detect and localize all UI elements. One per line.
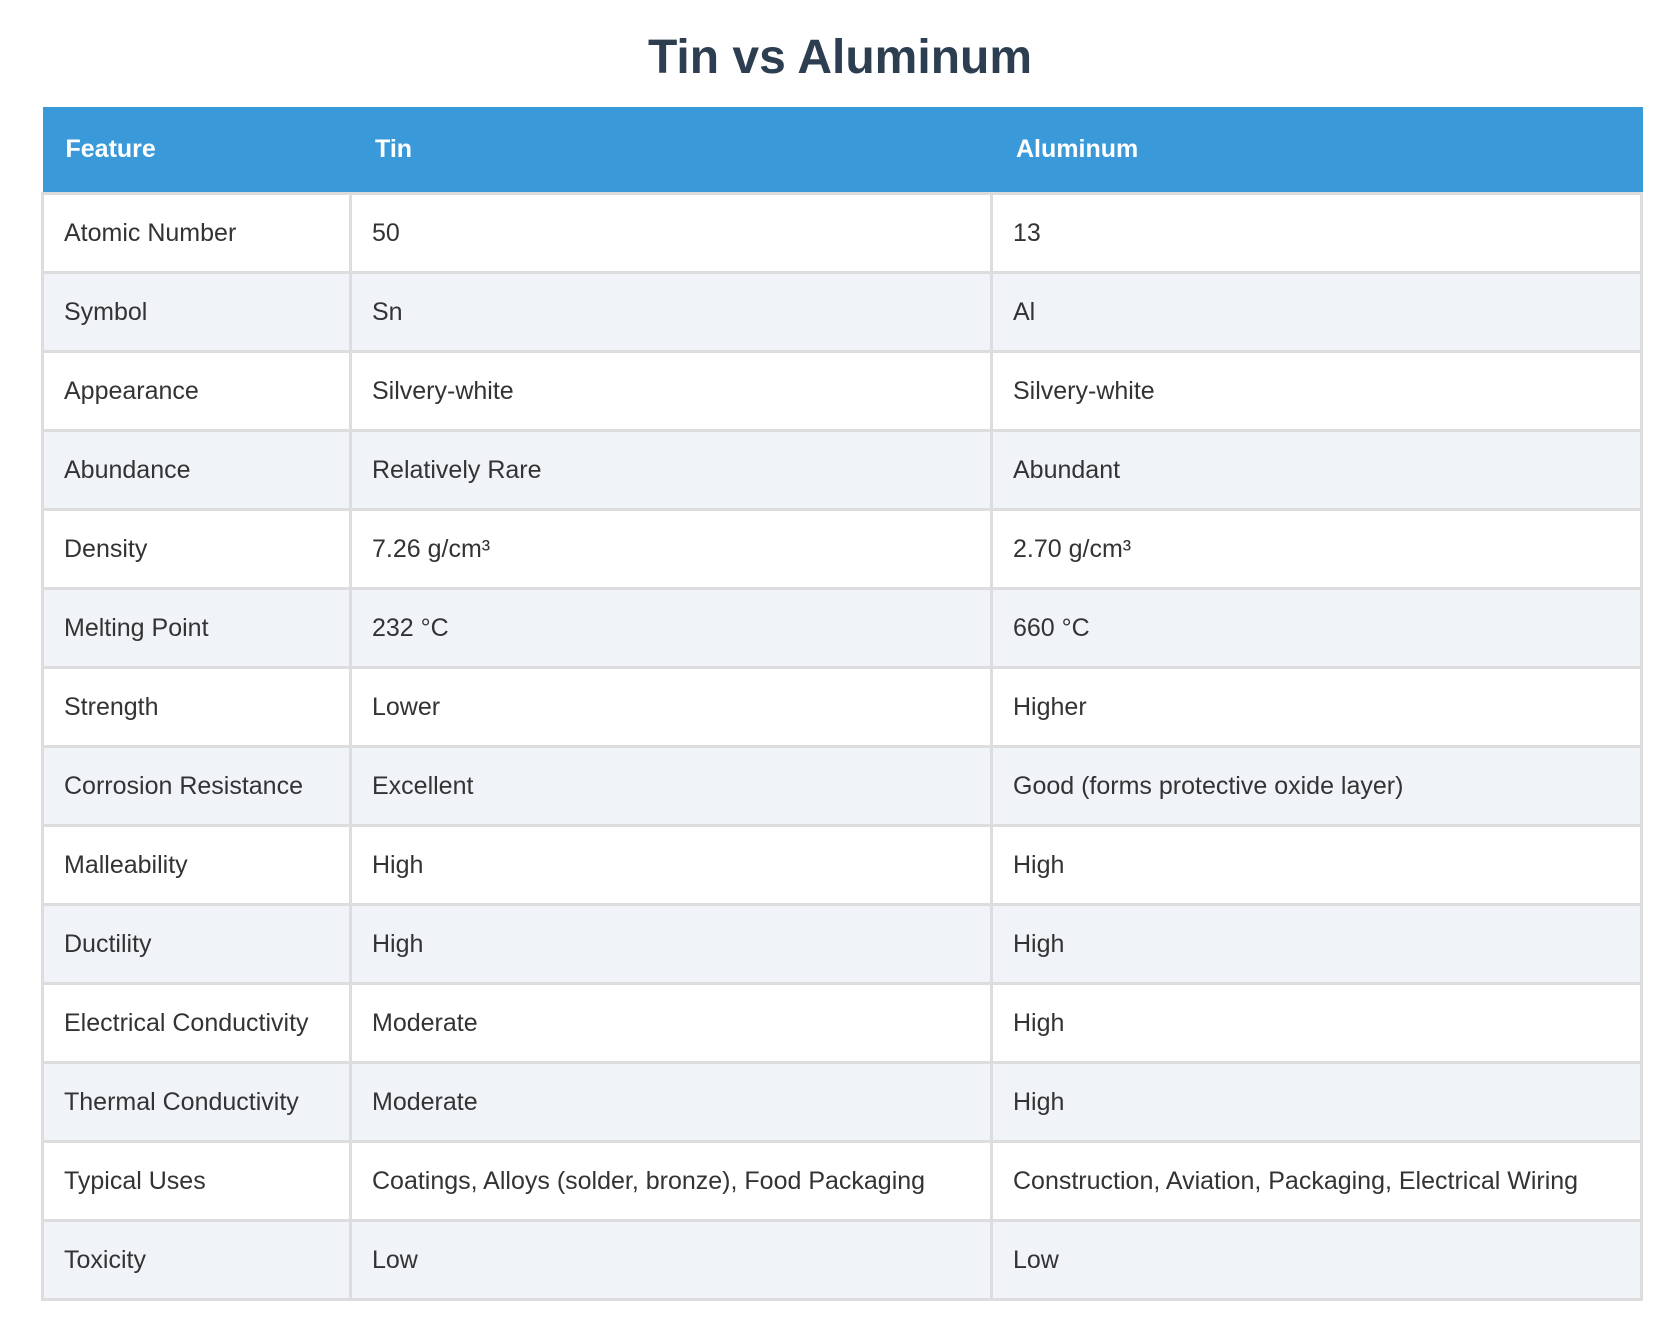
column-header-aluminum: Aluminum	[990, 107, 1643, 195]
table-row: Density 7.26 g/cm³ 2.70 g/cm³	[41, 508, 1643, 590]
feature-cell: Appearance	[41, 350, 352, 432]
feature-cell: Density	[41, 508, 352, 590]
table-row: Atomic Number 50 13	[41, 192, 1643, 274]
feature-cell: Symbol	[41, 271, 352, 353]
table-row: Corrosion Resistance Excellent Good (forms…	[41, 745, 1643, 827]
table-row: Electrical Conductivity Moderate High	[41, 982, 1643, 1064]
table-row: Thermal Conductivity Moderate High	[41, 1061, 1643, 1143]
tin-value-cell: Lower	[349, 666, 993, 748]
feature-cell: Malleability	[41, 824, 352, 906]
aluminum-value-cell: Low	[990, 1219, 1643, 1301]
table-header: Feature Tin Aluminum	[42, 107, 1643, 195]
tin-value-cell: Sn	[349, 271, 993, 353]
aluminum-value-cell: 13	[990, 192, 1643, 274]
feature-cell: Electrical Conductivity	[41, 982, 352, 1064]
feature-cell: Thermal Conductivity	[41, 1061, 352, 1143]
table-body: Atomic Number 50 13 Symbol Sn Al Appearance Sil…	[41, 192, 1643, 1301]
table-row: Abundance Relatively Rare Abundant	[41, 429, 1643, 511]
aluminum-value-cell: High	[990, 1061, 1643, 1143]
tin-value-cell: 50	[349, 192, 993, 274]
header-row: Feature Tin Aluminum	[42, 107, 1643, 195]
aluminum-value-cell: 2.70 g/cm³	[990, 508, 1643, 590]
feature-cell: Abundance	[41, 429, 352, 511]
tin-value-cell: 7.26 g/cm³	[349, 508, 993, 590]
tin-value-cell: Low	[349, 1219, 993, 1301]
column-header-tin: Tin	[349, 107, 993, 195]
tin-value-cell: High	[349, 903, 993, 985]
aluminum-value-cell: High	[990, 982, 1643, 1064]
aluminum-value-cell: High	[990, 824, 1643, 906]
tin-value-cell: Relatively Rare	[349, 429, 993, 511]
table-row: Symbol Sn Al	[41, 271, 1643, 353]
feature-cell: Corrosion Resistance	[41, 745, 352, 827]
feature-cell: Typical Uses	[41, 1140, 352, 1222]
feature-cell: Melting Point	[41, 587, 352, 669]
aluminum-value-cell: High	[990, 903, 1643, 985]
tin-value-cell: Silvery-white	[349, 350, 993, 432]
table-row: Toxicity Low Low	[41, 1219, 1643, 1301]
tin-value-cell: Moderate	[349, 1061, 993, 1143]
aluminum-value-cell: Construction, Aviation, Packaging, Elect…	[990, 1140, 1643, 1222]
page-title: Tin vs Aluminum	[647, 31, 1033, 84]
feature-cell: Atomic Number	[41, 192, 352, 274]
tin-value-cell: Excellent	[349, 745, 993, 827]
table-row: Malleability High High	[41, 824, 1643, 906]
aluminum-value-cell: 660 °C	[990, 587, 1643, 669]
feature-cell: Strength	[41, 666, 352, 748]
feature-cell: Toxicity	[41, 1219, 352, 1301]
table-row: Typical Uses Coatings, Alloys (solder, br…	[41, 1140, 1643, 1222]
tin-value-cell: Coatings, Alloys (solder, bronze), Food …	[349, 1140, 993, 1222]
comparison-table: Feature Tin Aluminum Atomic Number 50 13 Sy…	[41, 107, 1643, 1301]
aluminum-value-cell: Silvery-white	[990, 350, 1643, 432]
table-row: Appearance Silvery-white Silvery-white	[41, 350, 1643, 432]
table-row: Ductility High High	[41, 903, 1643, 985]
aluminum-value-cell: Higher	[990, 666, 1643, 748]
aluminum-value-cell: Al	[990, 271, 1643, 353]
aluminum-value-cell: Good (forms protective oxide layer)	[990, 745, 1643, 827]
aluminum-value-cell: Abundant	[990, 429, 1643, 511]
tin-value-cell: Moderate	[349, 982, 993, 1064]
table-row: Melting Point 232 °C 660 °C	[41, 587, 1643, 669]
tin-value-cell: High	[349, 824, 993, 906]
column-header-feature: Feature	[42, 107, 352, 195]
table-row: Strength Lower Higher	[41, 666, 1643, 748]
tin-value-cell: 232 °C	[349, 587, 993, 669]
feature-cell: Ductility	[41, 903, 352, 985]
